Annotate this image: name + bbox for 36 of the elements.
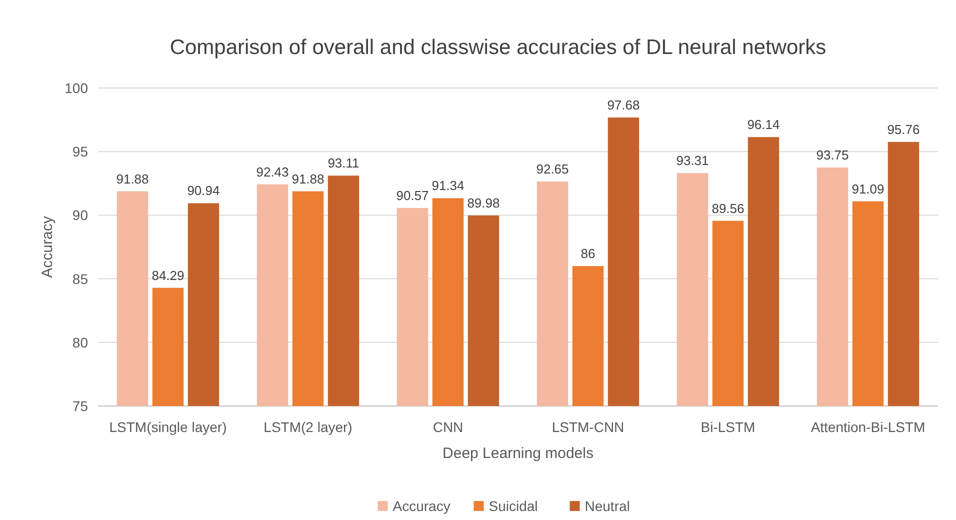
data-label: 91.34 [432,178,464,194]
legend-label: Neutral [584,498,630,514]
chart-title: Comparison of overall and classwise accuracies of DL neural networks [170,36,826,59]
data-label: 91.09 [852,181,884,196]
data-label: 96.14 [747,117,780,132]
x-tick-label: LSTM(single layer) [109,419,227,435]
data-label: 89.56 [712,200,744,216]
y-tick-label: 75 [72,398,88,414]
y-tick-label: 85 [72,270,88,287]
data-label: 93.31 [676,153,709,168]
data-label: 89.98 [467,195,500,210]
data-label: 91.88 [292,171,324,186]
data-label: 84.29 [152,268,184,283]
y-tick-label: 100 [64,80,88,96]
data-label: 91.88 [116,171,149,186]
legend-label: Accuracy [392,498,450,514]
x-tick-label: Attention-Bi-LSTM [810,419,926,435]
data-label: 93.75 [816,148,849,162]
legend-label: Suicidal [488,498,538,514]
data-label: 90.57 [396,188,429,203]
data-label: 97.68 [607,98,640,113]
data-label: 86 [580,246,596,262]
y-tick-label: 95 [72,144,88,160]
x-tick-label: LSTM(2 layer) [264,419,352,435]
y-axis-title: Accuracy [39,216,56,278]
y-tick-label: 80 [72,334,88,350]
data-label: 92.43 [256,164,289,180]
data-label: 93.11 [328,156,360,171]
x-tick-label: CNN [432,419,464,435]
data-label: 90.94 [187,183,220,198]
x-tick-label: Bi-LSTM [700,419,756,435]
x-axis-title: Deep Learning models [442,445,594,462]
data-label: 95.76 [887,122,920,137]
x-tick-label: LSTM-CNN [552,419,624,435]
data-label: 92.65 [536,161,569,176]
y-tick-label: 90 [72,207,88,224]
